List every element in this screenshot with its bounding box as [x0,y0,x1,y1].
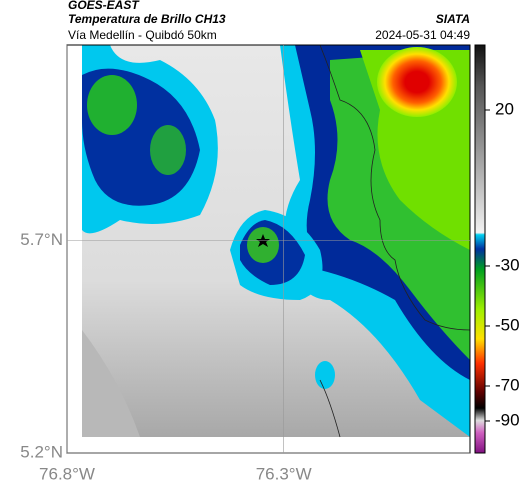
coastline [319,44,471,438]
colorbar-tick-label: -90 [495,410,520,429]
credit: SIATA [436,12,470,26]
colorbar-tick-label: -30 [495,255,520,274]
colorbar-tick-label: -50 [495,315,520,334]
source: GOES-EAST [68,0,140,12]
y-tick-label: 5.2°N [20,442,63,461]
satellite-image [82,45,470,437]
title: Temperatura de Brillo CH13 [68,12,226,26]
subtitle: Vía Medellín - Quibdó 50km [68,28,217,42]
y-tick-label: 5.7°N [20,230,63,249]
x-tick-label: 76.3°W [256,464,312,483]
colorbar-tick-label: 20 [495,99,514,118]
datetime: 2024-05-31 04:49 [375,28,470,42]
colorbar-tick-label: -70 [495,375,520,394]
x-tick-label: 76.8°W [39,464,95,483]
colorbar [474,44,486,454]
